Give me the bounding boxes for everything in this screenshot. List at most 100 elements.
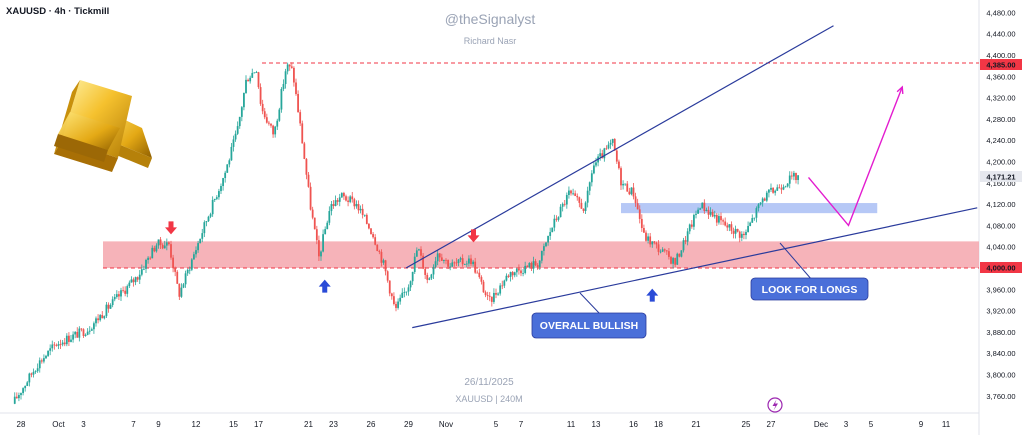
candle-body bbox=[255, 72, 258, 73]
candle-body bbox=[507, 275, 510, 277]
candle-body bbox=[28, 373, 31, 383]
candle bbox=[626, 180, 629, 192]
candle-body bbox=[188, 269, 191, 271]
candle bbox=[336, 197, 339, 206]
candle bbox=[115, 290, 118, 299]
candle bbox=[768, 189, 770, 198]
candle-body bbox=[390, 293, 393, 297]
x-tick-label: 23 bbox=[329, 420, 338, 429]
candle-body bbox=[326, 222, 329, 230]
candle-body bbox=[711, 211, 714, 217]
candle bbox=[397, 298, 399, 310]
candle bbox=[188, 266, 191, 275]
candle bbox=[763, 197, 766, 202]
overall-bullish-pointer bbox=[579, 292, 601, 315]
candle-body bbox=[559, 206, 562, 218]
candle-body bbox=[553, 218, 556, 228]
candle-body bbox=[107, 304, 110, 309]
candle bbox=[632, 182, 635, 200]
candle bbox=[372, 231, 374, 239]
candle bbox=[609, 139, 612, 149]
candle bbox=[747, 221, 749, 233]
candle bbox=[109, 303, 112, 310]
candle bbox=[655, 241, 658, 249]
candle-body bbox=[90, 329, 93, 331]
candle bbox=[705, 207, 708, 212]
candle bbox=[653, 241, 656, 245]
candle bbox=[478, 268, 481, 279]
candle-body bbox=[151, 247, 154, 259]
candle bbox=[657, 240, 660, 256]
candle-body bbox=[665, 250, 668, 252]
candle-body bbox=[713, 214, 716, 217]
candle bbox=[295, 78, 297, 96]
candle-body bbox=[340, 193, 343, 198]
candle-body bbox=[88, 330, 91, 332]
candle bbox=[688, 223, 691, 235]
y-tick-label: 4,080.00 bbox=[986, 221, 1015, 230]
candle bbox=[590, 170, 593, 187]
candle bbox=[53, 342, 56, 350]
candle-body bbox=[645, 232, 647, 241]
candle bbox=[574, 190, 577, 197]
candle-body bbox=[580, 202, 583, 209]
candle bbox=[788, 171, 791, 189]
candle-body bbox=[459, 258, 462, 260]
x-tick-label: 21 bbox=[692, 420, 701, 429]
candle bbox=[382, 258, 385, 265]
candle-body bbox=[643, 228, 645, 233]
lightning-icon[interactable] bbox=[767, 397, 783, 413]
candle-body bbox=[178, 283, 181, 297]
candle bbox=[322, 229, 324, 253]
candle bbox=[288, 64, 291, 71]
candle-body bbox=[590, 173, 593, 183]
candle-body bbox=[607, 144, 610, 149]
candle-body bbox=[324, 229, 327, 235]
candle bbox=[145, 258, 147, 273]
candle-body bbox=[797, 175, 799, 181]
candle bbox=[665, 249, 668, 255]
candle-body bbox=[726, 225, 729, 228]
x-tick-label: 13 bbox=[592, 420, 601, 429]
candle-body bbox=[495, 292, 497, 295]
candle bbox=[522, 268, 524, 277]
candle-body bbox=[236, 126, 239, 134]
candle bbox=[38, 357, 41, 373]
candle-body bbox=[413, 256, 416, 272]
candle bbox=[138, 270, 141, 285]
candle-body bbox=[555, 218, 558, 220]
candle-body bbox=[284, 71, 287, 85]
candle bbox=[174, 266, 177, 277]
candle bbox=[405, 291, 408, 296]
candle-body bbox=[263, 111, 266, 118]
candle-body bbox=[661, 249, 664, 252]
candle bbox=[284, 68, 287, 89]
candle-body bbox=[209, 214, 212, 217]
candle bbox=[793, 170, 795, 181]
candle bbox=[55, 343, 58, 347]
price-axis[interactable] bbox=[979, 0, 1024, 435]
candle bbox=[236, 121, 239, 136]
candle-body bbox=[780, 188, 783, 190]
candle-body bbox=[351, 196, 354, 200]
candle-body bbox=[676, 253, 679, 265]
candle bbox=[222, 177, 224, 191]
candle bbox=[43, 354, 45, 364]
candle bbox=[549, 227, 552, 240]
candle-body bbox=[424, 268, 427, 275]
candle bbox=[13, 392, 16, 405]
x-tick-label: 29 bbox=[404, 420, 413, 429]
candle-body bbox=[299, 112, 302, 124]
y-tick-label: 4,440.00 bbox=[986, 30, 1015, 39]
candle-body bbox=[182, 284, 185, 288]
candle bbox=[782, 184, 785, 191]
candle bbox=[415, 247, 418, 257]
svg-text:4,000.00: 4,000.00 bbox=[986, 264, 1015, 273]
candle-body bbox=[588, 182, 591, 191]
candle-body bbox=[599, 153, 602, 157]
candle bbox=[330, 201, 333, 216]
candle-body bbox=[747, 225, 749, 232]
candle bbox=[734, 225, 737, 239]
look-for-longs-label: LOOK FOR LONGS bbox=[750, 277, 869, 301]
